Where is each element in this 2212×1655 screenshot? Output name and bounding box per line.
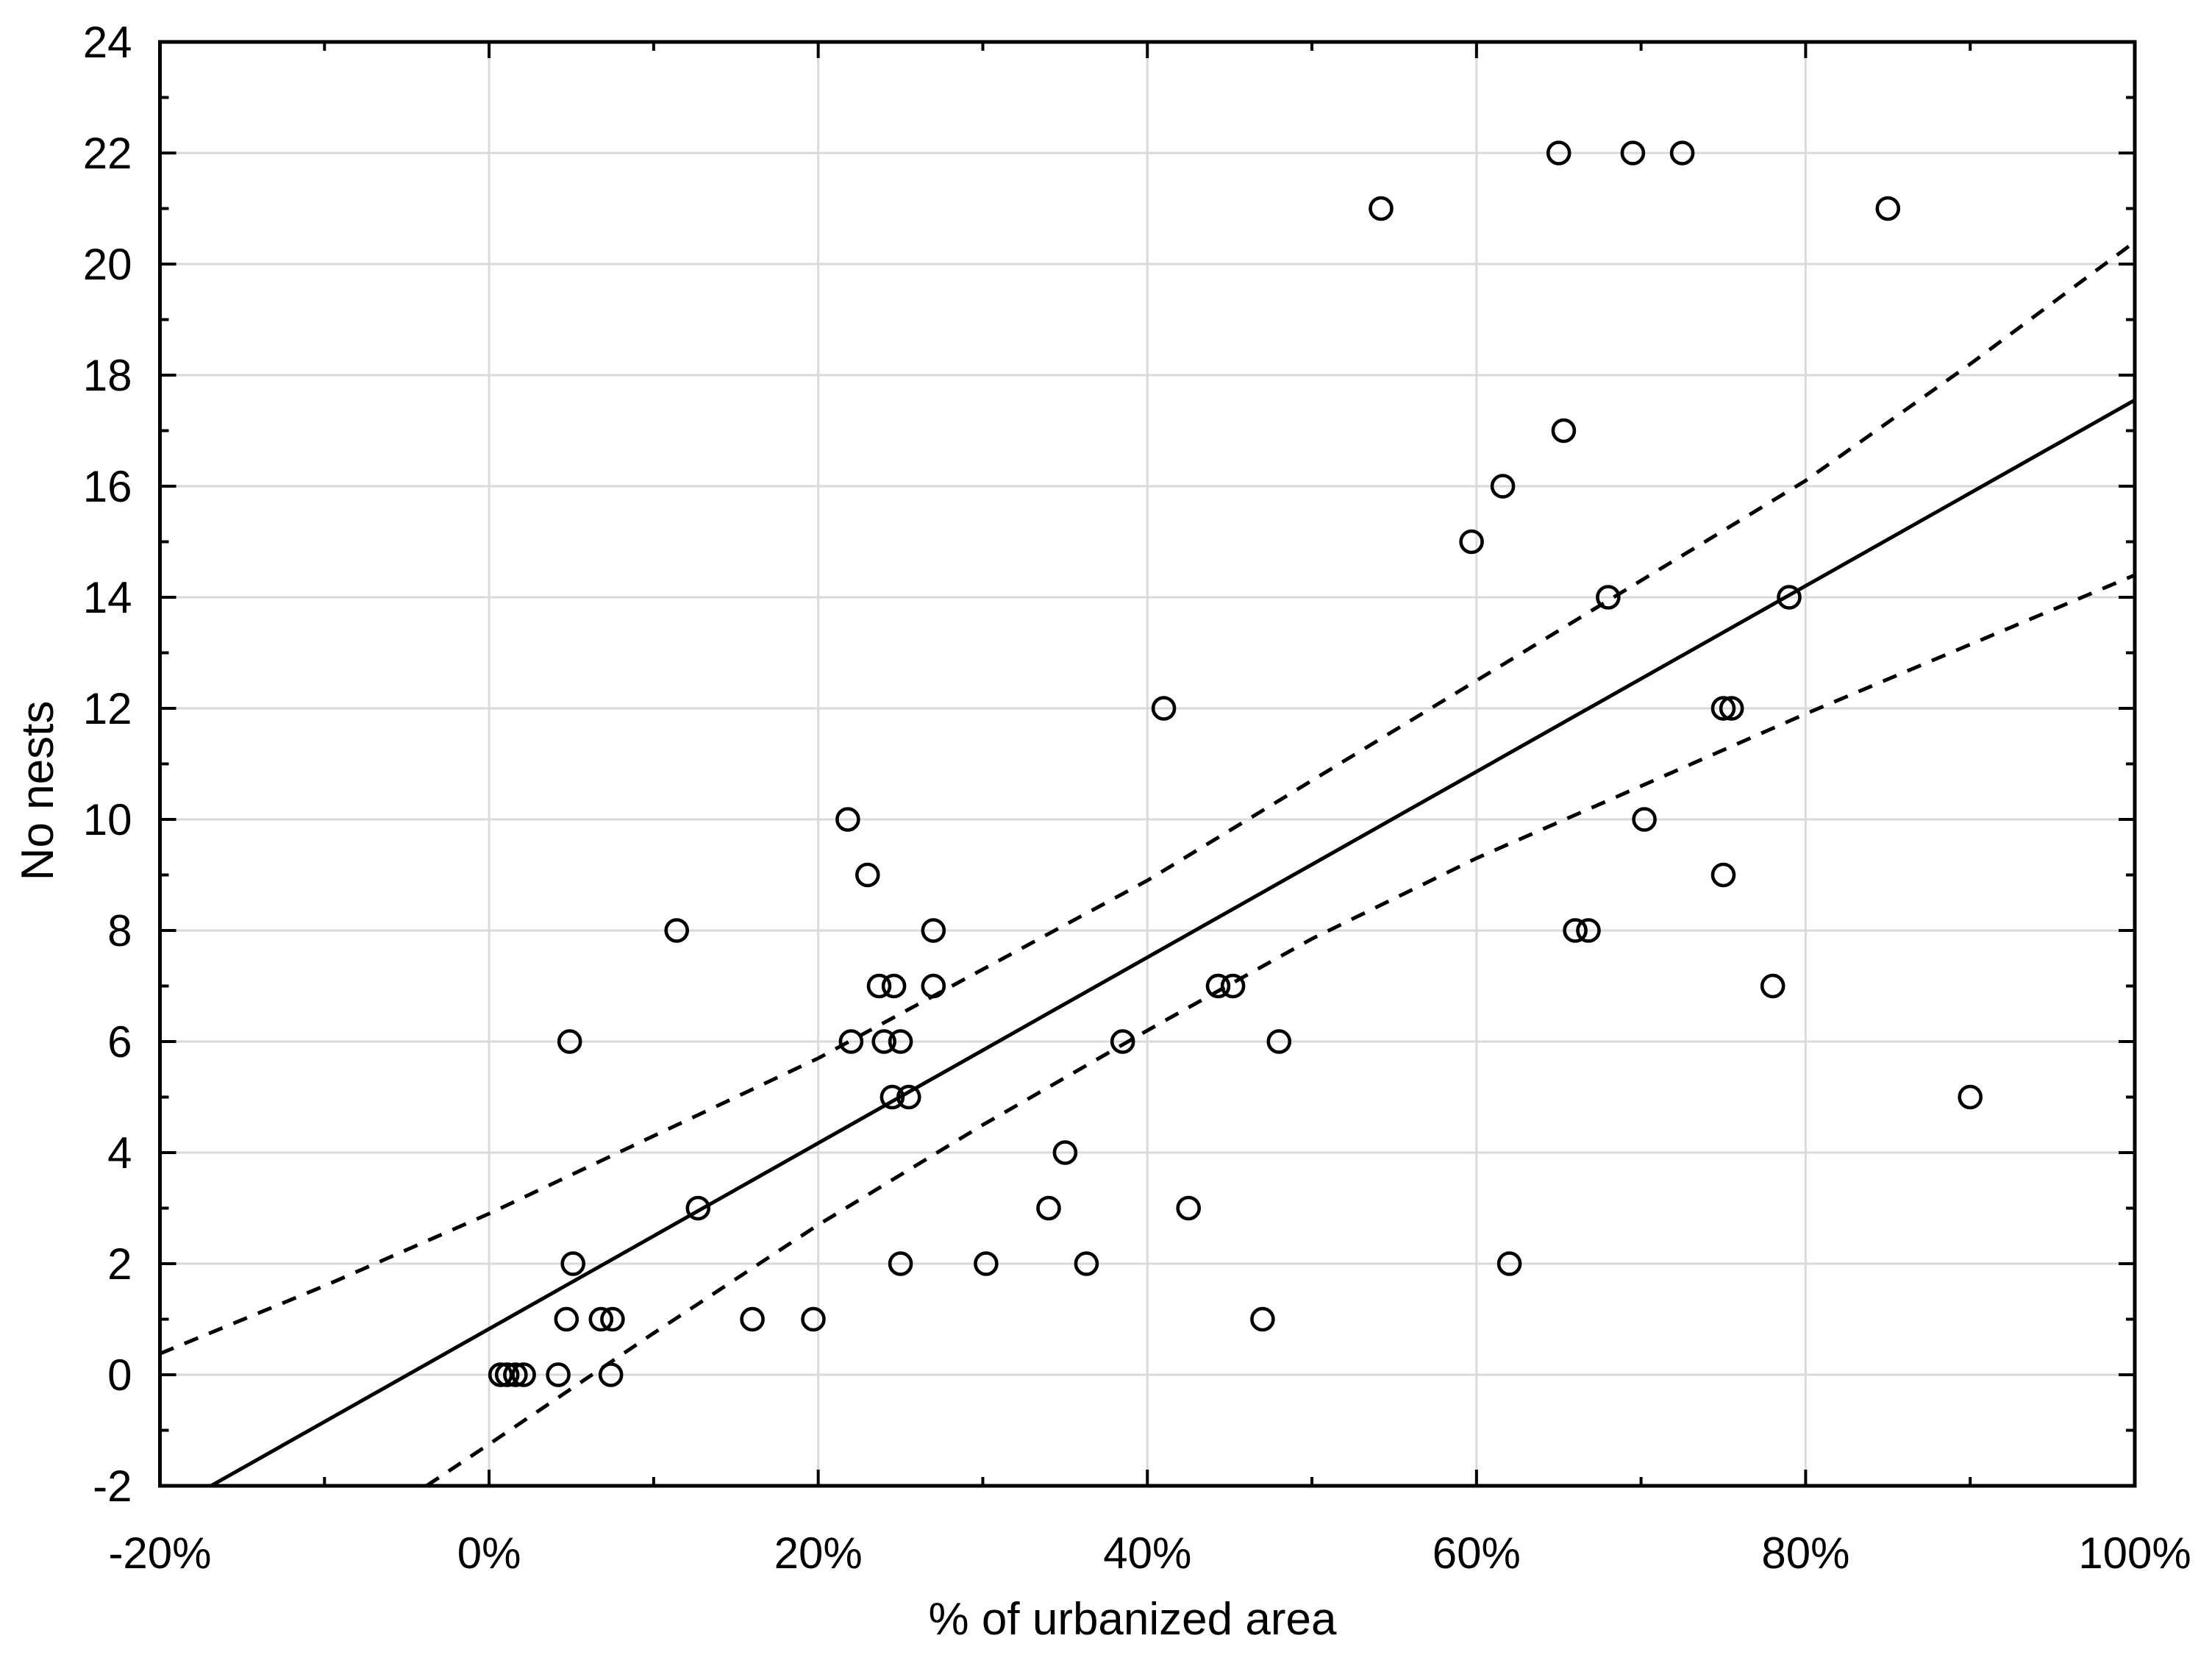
data-point (1459, 529, 1484, 555)
data-point (1669, 140, 1695, 166)
y-tick-label: 10 (83, 795, 132, 844)
data-point (838, 1029, 864, 1054)
data-point (835, 807, 860, 832)
data-point (888, 1029, 913, 1054)
data-point (740, 1306, 765, 1332)
y-tick-label: 18 (83, 351, 132, 400)
data-point (1546, 140, 1571, 166)
data-points-layer (488, 140, 1983, 1387)
data-point (866, 973, 892, 999)
x-tick-label: 40% (1103, 1528, 1191, 1578)
data-point (503, 1362, 528, 1387)
data-point (855, 862, 880, 888)
y-tick-label: 4 (107, 1128, 132, 1178)
data-point (1958, 1084, 1983, 1110)
data-point (664, 918, 690, 943)
data-point (1266, 1029, 1292, 1054)
y-tick-label: 22 (83, 129, 132, 178)
data-point (546, 1362, 571, 1387)
data-point (1596, 585, 1621, 610)
grid-layer (159, 40, 2136, 1487)
data-point (896, 1084, 921, 1110)
data-point (557, 1029, 582, 1054)
y-tick-label: 20 (83, 240, 132, 289)
x-tick-label: 80% (1761, 1528, 1849, 1578)
data-point (1151, 696, 1177, 721)
data-point (1551, 418, 1577, 444)
ci-upper-dashed-line (159, 240, 2136, 1356)
y-tick-label: 16 (83, 462, 132, 511)
data-point (554, 1306, 579, 1332)
data-point (1563, 918, 1588, 943)
y-tick-label: 0 (107, 1350, 132, 1400)
x-tick-label: 0% (457, 1528, 521, 1578)
data-point (871, 1029, 896, 1054)
data-point (511, 1362, 536, 1387)
data-point (974, 1251, 999, 1276)
fit-lines-layer (159, 240, 2136, 1488)
x-tick-label: 100% (2078, 1528, 2191, 1578)
data-point (1710, 862, 1736, 888)
data-point (1052, 1140, 1078, 1165)
data-point (685, 1195, 711, 1221)
x-tick-label: -20% (108, 1528, 211, 1578)
regression-line (210, 398, 2136, 1488)
data-point (1719, 696, 1744, 721)
x-axis-title: % of urbanized area (929, 1594, 1337, 1645)
data-point (888, 1251, 913, 1276)
data-point (560, 1251, 586, 1276)
data-point (598, 1362, 624, 1387)
data-point (921, 973, 946, 999)
data-point (1576, 918, 1601, 943)
data-point (588, 1306, 614, 1332)
data-point (600, 1306, 625, 1332)
x-tick-label: 20% (774, 1528, 863, 1578)
data-point (1036, 1195, 1061, 1221)
y-tick-label: 12 (83, 684, 132, 733)
y-tick-label: -2 (93, 1462, 132, 1511)
data-point (1176, 1195, 1201, 1221)
y-tick-label: 24 (83, 18, 132, 67)
data-point (1250, 1306, 1275, 1332)
data-point (1110, 1029, 1135, 1054)
y-tick-label: 6 (107, 1017, 132, 1067)
data-point (1620, 140, 1646, 166)
y-tick-label: 8 (107, 906, 132, 955)
ticks-layer (158, 40, 2136, 1487)
data-point (1490, 474, 1516, 499)
data-point (1205, 973, 1231, 999)
data-point (1220, 973, 1246, 999)
y-axis-title: No nests (13, 701, 63, 881)
data-point (921, 918, 946, 943)
data-point (1875, 196, 1901, 221)
data-point (1632, 807, 1657, 832)
ci-lower-dashed-line (425, 573, 2136, 1488)
x-tick-label: 60% (1433, 1528, 1521, 1578)
data-point (1074, 1251, 1099, 1276)
y-tick-label: 14 (83, 573, 132, 622)
data-point (1710, 696, 1736, 721)
data-point (801, 1306, 826, 1332)
data-point (1760, 973, 1785, 999)
data-point (1777, 585, 1802, 610)
y-tick-label: 2 (107, 1239, 132, 1289)
data-point (881, 973, 907, 999)
tick-labels-layer: -20% 0% 20% 40% 60% 80% 100%-20246810121416182… (83, 18, 2191, 1578)
data-point (1496, 1251, 1522, 1276)
data-point (488, 1362, 513, 1387)
data-point (1369, 196, 1394, 221)
data-point (494, 1362, 520, 1387)
data-point (880, 1084, 905, 1110)
